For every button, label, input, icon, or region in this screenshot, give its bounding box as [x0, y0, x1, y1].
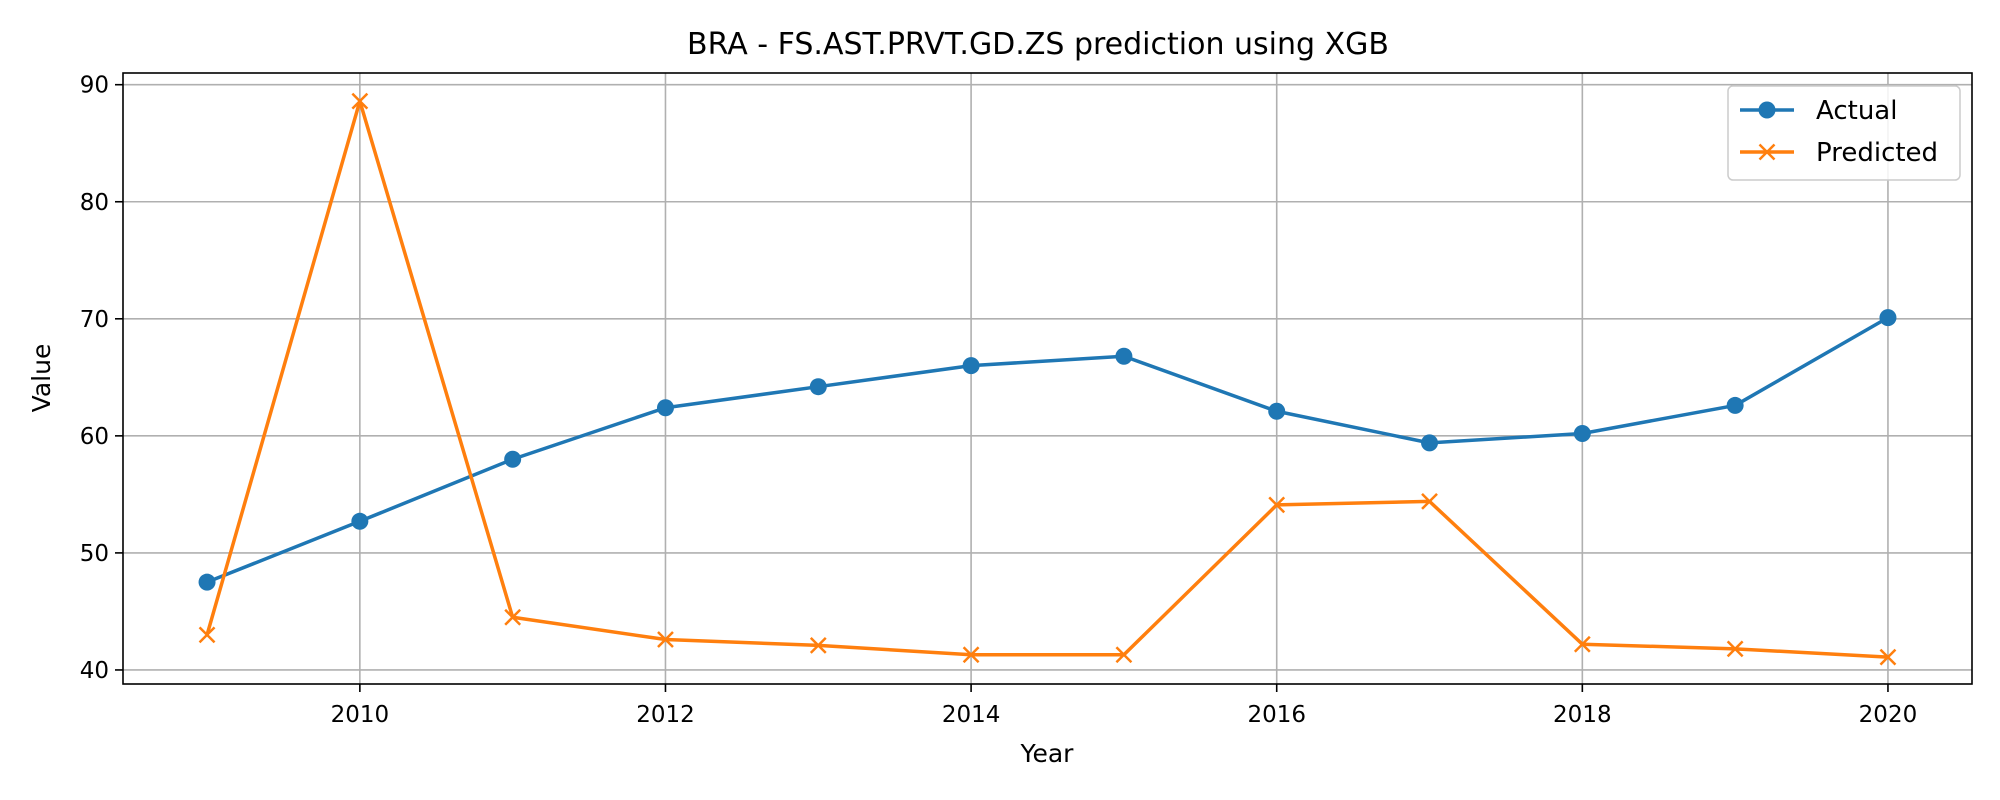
- predicted-point: [1726, 640, 1744, 658]
- y-tick-label: 80: [80, 190, 109, 216]
- x-tick-label: 2020: [1859, 702, 1918, 728]
- actual-point: [1726, 396, 1744, 414]
- predicted-point: [1573, 635, 1591, 653]
- actual-point: [1115, 347, 1133, 365]
- actual-series-line: [206, 316, 1889, 584]
- x-tick-label: 2018: [1553, 702, 1612, 728]
- predicted-point: [1421, 493, 1438, 510]
- predicted-point: [1268, 496, 1286, 514]
- x-tick-label: 2010: [331, 702, 390, 728]
- series-layer: [198, 92, 1897, 666]
- y-tick-label: 90: [80, 73, 109, 99]
- actual-point: [504, 450, 522, 468]
- actual-point: [656, 399, 674, 417]
- predicted-point: [962, 646, 980, 664]
- y-tick-label: 70: [80, 307, 109, 333]
- predicted-point: [504, 608, 522, 626]
- legend: Actual Predicted: [1727, 85, 1961, 181]
- actual-point: [1421, 434, 1439, 452]
- predicted-point: [1879, 648, 1897, 666]
- actual-point: [1268, 402, 1286, 420]
- x-tick-label: 2016: [1247, 702, 1306, 728]
- predicted-series-line: [205, 99, 1889, 659]
- predicted-point: [351, 92, 369, 110]
- x-axis-label: Year: [1020, 739, 1075, 768]
- grid: [123, 73, 1972, 684]
- actual-point: [962, 357, 980, 375]
- x-tick-label: 2014: [942, 702, 1001, 728]
- plot-frame: [122, 72, 1973, 685]
- x-tick-label: 2012: [636, 702, 695, 728]
- actual-point: [351, 512, 369, 530]
- predicted-point: [198, 626, 216, 644]
- predicted-point: [657, 631, 674, 648]
- predicted-point: [809, 636, 827, 654]
- legend-predicted-label: Predicted: [1816, 138, 1938, 168]
- y-axis-label: Value: [27, 344, 56, 413]
- y-tick-label: 40: [80, 658, 109, 684]
- actual-point: [1573, 425, 1591, 443]
- y-tick-label: 60: [80, 424, 109, 450]
- actual-point: [198, 573, 216, 591]
- chart-title: BRA - FS.AST.PRVT.GD.ZS prediction using…: [687, 27, 1389, 62]
- predicted-point: [1115, 646, 1133, 664]
- y-tick-label: 50: [80, 541, 109, 567]
- actual-point: [809, 378, 827, 396]
- legend-actual-label: Actual: [1816, 96, 1897, 126]
- actual-point: [1879, 309, 1897, 327]
- ticks: 2010 2012 2014 2016 2018 2020 40 50 60 70 80 90: [80, 73, 1918, 728]
- legend-actual-marker: [1758, 101, 1776, 119]
- legend-predicted-marker: [1758, 143, 1776, 161]
